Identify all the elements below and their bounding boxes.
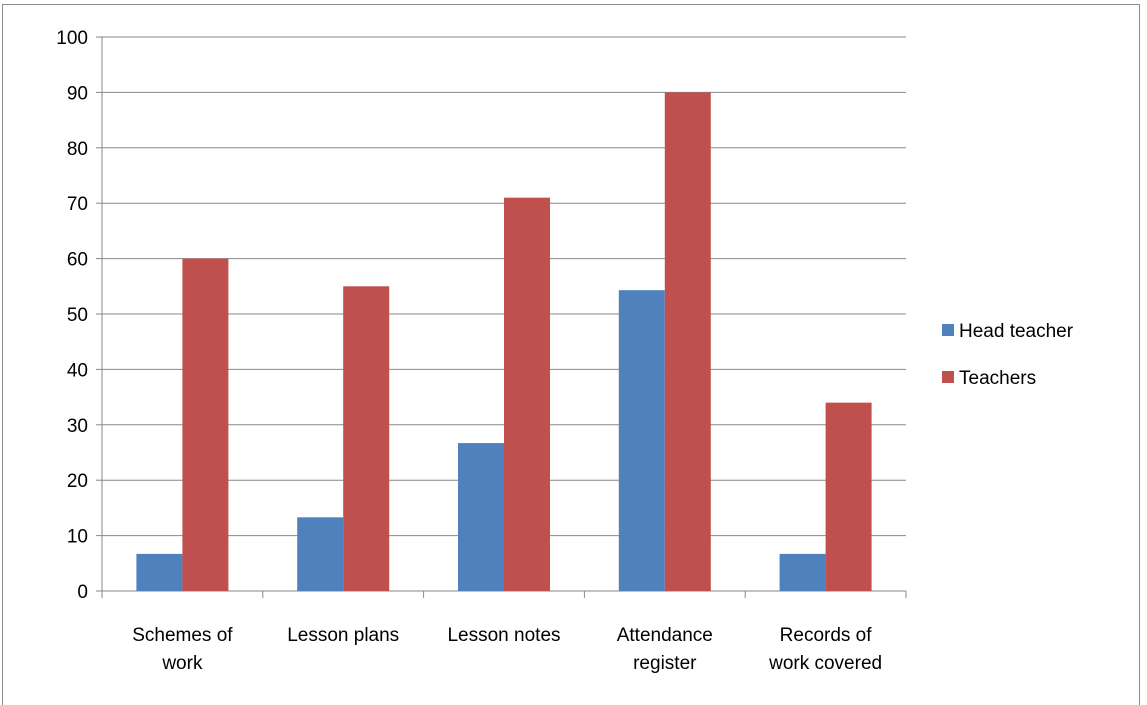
- y-tick-label: 40: [67, 360, 88, 381]
- y-tick-label: 80: [67, 139, 88, 160]
- y-tick-label: 20: [67, 471, 88, 492]
- bar-teachers: [825, 402, 872, 591]
- y-tick-label: 50: [67, 305, 88, 326]
- legend-swatch: [942, 324, 954, 336]
- y-tick-label: 70: [67, 194, 88, 215]
- legend-swatch: [942, 371, 954, 383]
- category-label: Lesson notes: [447, 625, 560, 646]
- y-tick-label: 90: [67, 83, 88, 104]
- category-label: Schemes of: [132, 625, 233, 646]
- category-label: work covered: [768, 653, 882, 674]
- bar-head-teacher: [136, 553, 183, 591]
- legend-label: Head teacher: [959, 321, 1074, 342]
- category-label: register: [633, 653, 697, 674]
- bar-head-teacher: [458, 443, 504, 591]
- bar-head-teacher: [297, 517, 344, 591]
- category-label: Lesson plans: [287, 625, 399, 646]
- bar-head-teacher: [779, 553, 826, 591]
- bar-teachers: [664, 92, 711, 592]
- legend-label: Teachers: [959, 368, 1036, 389]
- y-tick-label: 10: [67, 527, 88, 548]
- bar-teachers: [504, 197, 550, 591]
- category-label: work: [161, 653, 203, 674]
- y-tick-label: 30: [67, 416, 88, 437]
- y-tick-label: 100: [56, 28, 88, 49]
- bar-teachers: [343, 286, 390, 591]
- bar-head-teacher: [618, 290, 665, 591]
- chart-frame: [2, 4, 1140, 705]
- category-label: Records of: [780, 625, 873, 646]
- category-label: Attendance: [617, 625, 713, 646]
- y-tick-label: 60: [67, 250, 88, 271]
- bar-teachers: [182, 258, 229, 591]
- y-tick-label: 0: [77, 582, 88, 603]
